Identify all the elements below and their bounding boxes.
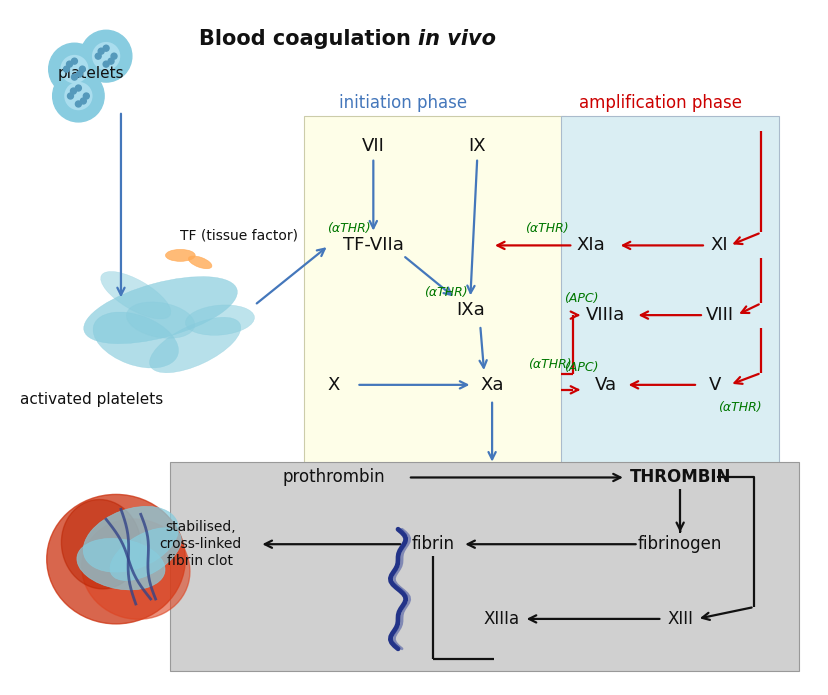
Circle shape — [53, 70, 104, 122]
Text: XI: XI — [710, 236, 728, 254]
Ellipse shape — [82, 519, 190, 619]
Text: XIII: XIII — [667, 610, 692, 628]
Circle shape — [64, 66, 70, 72]
Text: activated platelets: activated platelets — [20, 392, 162, 407]
Bar — [561, 116, 778, 475]
Ellipse shape — [188, 256, 212, 269]
Ellipse shape — [61, 500, 141, 589]
Text: (APC): (APC) — [563, 292, 598, 304]
Ellipse shape — [185, 305, 254, 335]
Ellipse shape — [93, 312, 178, 368]
Circle shape — [49, 43, 100, 95]
Text: (αTHR): (αTHR) — [527, 359, 570, 371]
Circle shape — [71, 74, 77, 80]
Text: VII: VII — [362, 137, 384, 155]
Text: V: V — [708, 376, 720, 394]
Text: (αTHR): (αTHR) — [423, 286, 467, 299]
Ellipse shape — [84, 277, 237, 344]
Ellipse shape — [110, 528, 181, 580]
Text: XIa: XIa — [576, 236, 604, 254]
Circle shape — [67, 93, 74, 99]
Text: TF-VIIa: TF-VIIa — [343, 236, 403, 254]
Circle shape — [75, 101, 81, 107]
Text: fibrin: fibrin — [411, 535, 454, 553]
Text: prothrombin: prothrombin — [282, 468, 384, 486]
Ellipse shape — [149, 318, 240, 373]
Text: Xa: Xa — [479, 376, 503, 394]
Ellipse shape — [100, 272, 171, 319]
Text: stabilised,: stabilised, — [165, 521, 235, 534]
Circle shape — [70, 88, 76, 94]
Text: Va: Va — [595, 376, 616, 394]
Text: THROMBIN: THROMBIN — [628, 468, 730, 486]
Circle shape — [60, 55, 89, 83]
Circle shape — [95, 54, 101, 59]
Text: VIII: VIII — [705, 306, 733, 324]
Circle shape — [84, 93, 89, 99]
Circle shape — [71, 58, 77, 64]
Text: fibrin clot: fibrin clot — [167, 554, 233, 568]
Circle shape — [66, 61, 72, 67]
Text: (αTHR): (αTHR) — [326, 222, 370, 235]
Circle shape — [64, 82, 93, 111]
Text: X: X — [327, 376, 339, 394]
Text: cross-linked: cross-linked — [159, 537, 241, 551]
Circle shape — [92, 42, 120, 70]
Text: (APC): (APC) — [563, 361, 598, 375]
Text: TF (tissue factor): TF (tissue factor) — [181, 229, 298, 243]
Text: Blood coagulation: Blood coagulation — [199, 29, 417, 49]
Circle shape — [98, 48, 104, 54]
Ellipse shape — [46, 494, 185, 624]
Text: (αTHR): (αTHR) — [524, 222, 568, 235]
Circle shape — [111, 54, 117, 59]
Text: fibrinogen: fibrinogen — [638, 535, 721, 553]
Text: IXa: IXa — [455, 301, 484, 319]
Ellipse shape — [83, 507, 178, 572]
Text: initiation phase: initiation phase — [339, 94, 466, 112]
Circle shape — [80, 31, 132, 82]
Text: IX: IX — [468, 137, 485, 155]
Circle shape — [79, 66, 85, 72]
Circle shape — [76, 71, 82, 77]
Circle shape — [80, 98, 86, 104]
Ellipse shape — [77, 539, 165, 590]
Text: in vivo: in vivo — [417, 29, 495, 49]
Bar — [304, 116, 566, 475]
Text: XIIIa: XIIIa — [484, 610, 519, 628]
Ellipse shape — [126, 302, 195, 338]
Text: VIIIa: VIIIa — [585, 306, 625, 324]
Circle shape — [103, 45, 109, 51]
Circle shape — [108, 58, 114, 64]
Text: (αTHR): (αTHR) — [717, 401, 760, 414]
Bar — [171, 461, 798, 671]
Text: amplification phase: amplification phase — [578, 94, 741, 112]
Circle shape — [103, 61, 109, 67]
Text: platelets: platelets — [58, 65, 124, 81]
Circle shape — [75, 85, 81, 91]
Ellipse shape — [166, 250, 195, 261]
